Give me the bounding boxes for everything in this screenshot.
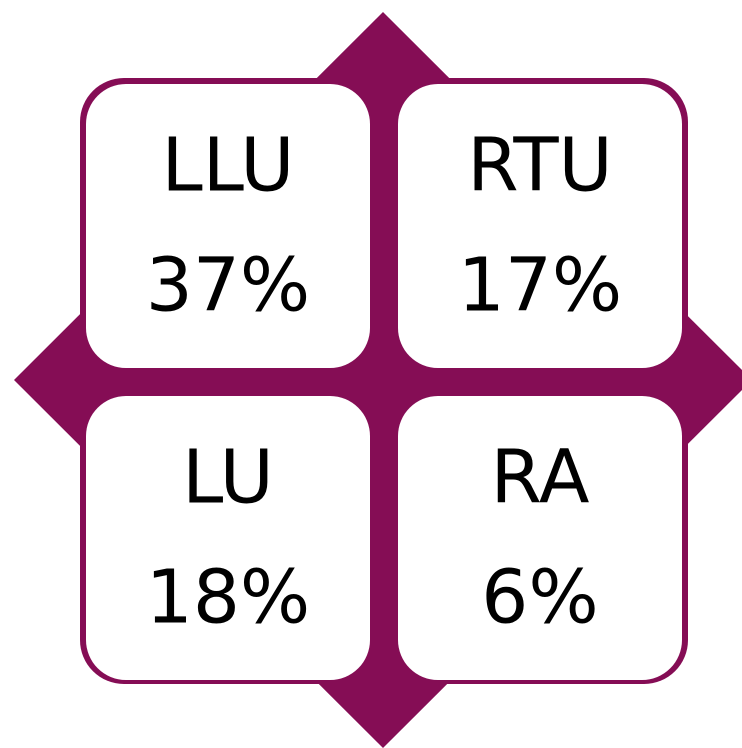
cell-label: RTU (467, 123, 612, 209)
cell-value: 37% (146, 243, 310, 329)
cell-label: LLU (162, 123, 295, 209)
cell-value: 6% (481, 555, 598, 641)
cell (86, 84, 370, 368)
cell (86, 396, 370, 680)
cell-value: 18% (146, 555, 310, 641)
cell-label: LU (182, 435, 274, 521)
cell-value: 17% (458, 243, 622, 329)
cell-label: RA (490, 435, 589, 521)
cell (398, 396, 682, 680)
cell (398, 84, 682, 368)
